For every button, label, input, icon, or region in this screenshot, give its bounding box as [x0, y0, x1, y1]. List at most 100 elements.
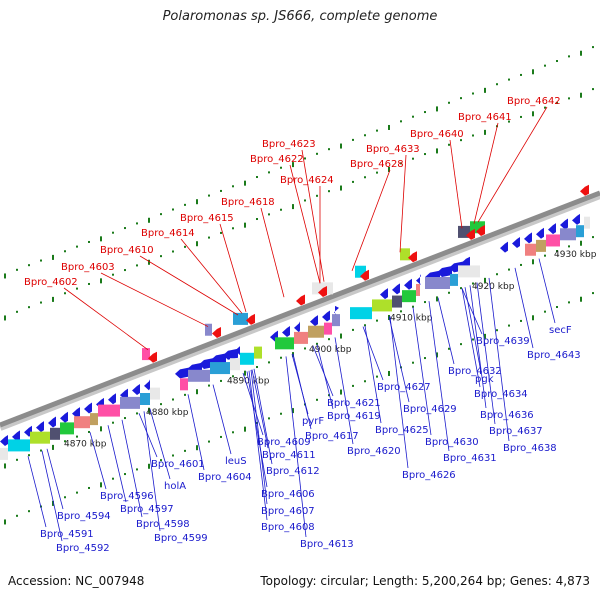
gc-dot [100, 482, 102, 488]
reverse-gene-arrow [360, 269, 369, 281]
gc-dot [232, 227, 234, 230]
gc-dot [544, 64, 546, 67]
forward-gene-arrow [144, 379, 150, 391]
gc-dot [184, 393, 186, 396]
feature-block [74, 416, 90, 429]
gc-dot [316, 152, 318, 155]
leader-line [364, 325, 382, 424]
gc-dot [580, 240, 582, 246]
gc-dot [328, 190, 330, 193]
gc-dot [172, 250, 174, 253]
feature-block [416, 283, 420, 296]
gc-dot [136, 468, 138, 471]
forward-gene-arrow [461, 256, 470, 268]
feature-block [254, 346, 262, 359]
gc-dot [268, 361, 270, 364]
leader-line [514, 267, 534, 349]
gc-dot [448, 291, 450, 294]
gc-dot [352, 138, 354, 141]
gc-dot [160, 213, 162, 216]
gc-dot [244, 222, 246, 228]
gc-dot [520, 73, 522, 76]
gc-dot [76, 491, 78, 494]
gene-label-bottom: Bpro_4608 [261, 522, 315, 533]
gc-dot [532, 259, 534, 265]
gc-dot [292, 162, 294, 168]
gene-label-top: Bpro_4615 [180, 213, 234, 224]
forward-gene-arrow [36, 421, 44, 433]
gc-dot [196, 199, 198, 205]
feature-block [350, 307, 372, 320]
kbp-tick-label: 4880 kbp [146, 408, 189, 418]
forward-gene-arrow [48, 416, 56, 428]
feature-block [150, 387, 160, 400]
gc-dot [112, 421, 114, 424]
gc-dot [28, 454, 30, 457]
gc-dot [28, 264, 30, 267]
gc-dot [568, 97, 570, 100]
gc-dot [40, 449, 42, 452]
gene-label-bottom: Bpro_4639 [476, 336, 530, 347]
gene-label-bottom: Bpro_4611 [262, 450, 316, 461]
gene-label-bottom: Bpro_4625 [375, 425, 429, 436]
leader-line [389, 316, 409, 469]
gc-dot [112, 231, 114, 234]
gc-dot [292, 204, 294, 210]
gc-dot [532, 69, 534, 75]
forward-gene-arrow [334, 305, 339, 317]
kbp-tick-label: 4930 kbp [554, 250, 597, 260]
leader-line [251, 369, 269, 449]
forward-gene-arrow [223, 348, 238, 360]
forward-gene-arrow [211, 353, 226, 365]
leader-line [253, 368, 273, 465]
gc-dot [328, 394, 330, 397]
gc-dot [496, 273, 498, 276]
gene-label-bottom: Bpro_4592 [56, 543, 110, 554]
leader-line [121, 419, 143, 518]
reverse-gene-arrow [296, 294, 305, 306]
gc-dot [76, 287, 78, 290]
gc-dot [484, 87, 486, 93]
leader-line [461, 288, 481, 388]
gc-dot [340, 185, 342, 191]
feature-block [372, 299, 392, 312]
leader-line [219, 223, 247, 312]
gc-dot [268, 417, 270, 420]
leader-line [260, 207, 285, 298]
gc-dot [436, 106, 438, 112]
feature-block [60, 422, 74, 435]
gc-dot [340, 143, 342, 149]
reverse-feature-block [355, 265, 366, 278]
gc-dot [460, 97, 462, 100]
kbp-tick-label: 4920 kbp [472, 282, 515, 292]
feature-block [50, 427, 60, 440]
gc-dot [148, 407, 150, 413]
forward-gene-arrow [500, 241, 508, 253]
gc-dot [244, 370, 246, 376]
gene-label-top: Bpro_4640 [410, 129, 464, 140]
label-leader-lines [27, 106, 556, 542]
leader-line [187, 394, 205, 471]
feature-block [275, 337, 294, 350]
gc-dot [52, 254, 54, 260]
gc-dot [184, 203, 186, 206]
feature-block [392, 295, 402, 308]
gene-label-bottom: Bpro_4634 [474, 389, 528, 400]
gc-dot [520, 115, 522, 118]
leader-line [289, 164, 321, 284]
gc-dot [352, 180, 354, 183]
gc-dot [508, 268, 510, 271]
reverse-feature-block [205, 323, 212, 336]
leader-line [334, 337, 354, 445]
leader-line [301, 149, 325, 282]
leader-line [292, 353, 312, 430]
feature-block [450, 273, 458, 286]
forward-gene-arrow [60, 411, 68, 423]
gc-dot [352, 328, 354, 331]
forward-gene-arrow [572, 213, 580, 225]
gene-label-bottom: Bpro_4619 [327, 411, 381, 422]
gc-dot [412, 361, 414, 364]
gc-dot [64, 250, 66, 253]
leader-line [46, 448, 64, 510]
backbone-line [0, 190, 600, 428]
